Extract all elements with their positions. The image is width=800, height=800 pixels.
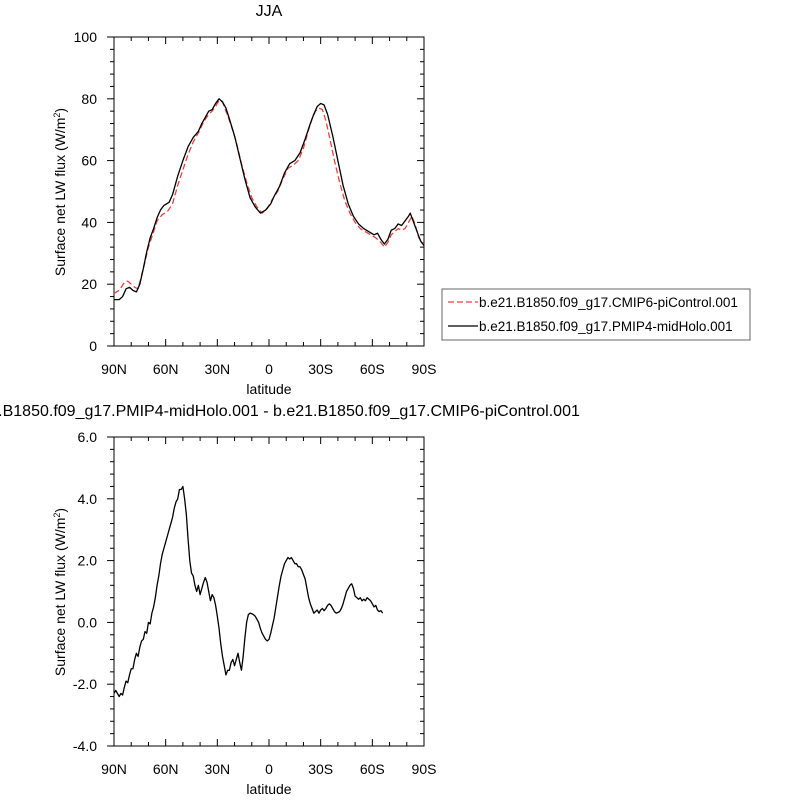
bottom-ytick-label-2: 2.0 — [78, 553, 98, 569]
bottom-x-axis-label: latitude — [246, 781, 291, 797]
top-x-tick-labels: 90N 60N 30N 0 30S 60S 90S — [101, 361, 436, 377]
bottom-axis-ticks — [107, 436, 425, 747]
bottom-ytick-label-6: 6.0 — [78, 429, 98, 445]
top-ytick-label-60: 60 — [81, 153, 97, 169]
top-axis-ticks — [107, 36, 425, 347]
bottom-xtick-label-90s: 90S — [412, 761, 437, 777]
bottom-ytick-label-0: 0.0 — [78, 614, 98, 630]
bottom-xtick-label-0: 0 — [265, 761, 273, 777]
top-plot-frame — [113, 36, 425, 347]
top-xtick-label-0: 0 — [265, 361, 273, 377]
top-xtick-label-90n: 90N — [101, 361, 127, 377]
legend-label-picontrol: b.e21.B1850.f09_g17.CMIP6-piControl.001 — [479, 295, 738, 310]
bottom-x-tick-labels: 90N 60N 30N 0 30S 60S 90S — [101, 761, 436, 777]
bottom-xtick-label-90n: 90N — [101, 761, 127, 777]
bottom-ytick-label-m4: -4.0 — [73, 738, 97, 754]
bottom-y-tick-labels: -4.0 -2.0 0.0 2.0 4.0 6.0 — [73, 429, 97, 754]
top-xtick-label-30s: 30S — [308, 361, 333, 377]
top-series-line-0 — [113, 99, 425, 295]
top-ytick-label-100: 100 — [74, 29, 98, 45]
top-ytick-label-0: 0 — [89, 338, 97, 354]
bottom-series-group — [113, 485, 384, 698]
legend-label-midholo: b.e21.B1850.f09_g17.PMIP4-midHolo.001 — [479, 319, 733, 334]
bottom-xtick-label-30s: 30S — [308, 761, 333, 777]
bottom-ytick-label-4: 4.0 — [78, 491, 98, 507]
bottom-panel: b.e21.B1850.f09_g17.PMIP4-midHolo.001 - … — [0, 403, 580, 797]
bottom-series-line-0 — [113, 485, 384, 698]
bottom-y-axis-label: Surface net LW flux (W/m2) — [52, 508, 68, 676]
top-panel: JJA 90N 60N 30N 0 30S 60S 90S 0 20 40 60… — [52, 3, 751, 397]
legend: b.e21.B1850.f09_g17.CMIP6-piControl.001 … — [441, 288, 751, 341]
top-ytick-label-80: 80 — [81, 91, 97, 107]
bottom-plot-frame — [113, 436, 425, 747]
legend-box — [441, 288, 751, 341]
bottom-xtick-label-60n: 60N — [153, 761, 179, 777]
top-ytick-label-20: 20 — [81, 276, 97, 292]
bottom-xtick-label-60s: 60S — [360, 761, 385, 777]
bottom-xtick-label-30n: 30N — [204, 761, 230, 777]
top-ytick-label-40: 40 — [81, 214, 97, 230]
top-xtick-label-60n: 60N — [153, 361, 179, 377]
top-series-line-1 — [114, 98, 425, 301]
top-x-axis-label: latitude — [246, 381, 291, 397]
top-xtick-label-60s: 60S — [360, 361, 385, 377]
bottom-title: b.e21.B1850.f09_g17.PMIP4-midHolo.001 - … — [0, 403, 580, 420]
top-series-group — [113, 98, 425, 301]
top-xtick-label-90s: 90S — [412, 361, 437, 377]
top-y-tick-labels: 0 20 40 60 80 100 — [74, 29, 98, 354]
top-title: JJA — [256, 3, 283, 20]
bottom-ytick-label-m2: -2.0 — [73, 676, 97, 692]
top-plot-area — [107, 36, 425, 347]
top-xtick-label-30n: 30N — [204, 361, 230, 377]
bottom-plot-area — [107, 436, 425, 747]
top-y-axis-label: Surface net LW flux (W/m2) — [52, 108, 68, 276]
